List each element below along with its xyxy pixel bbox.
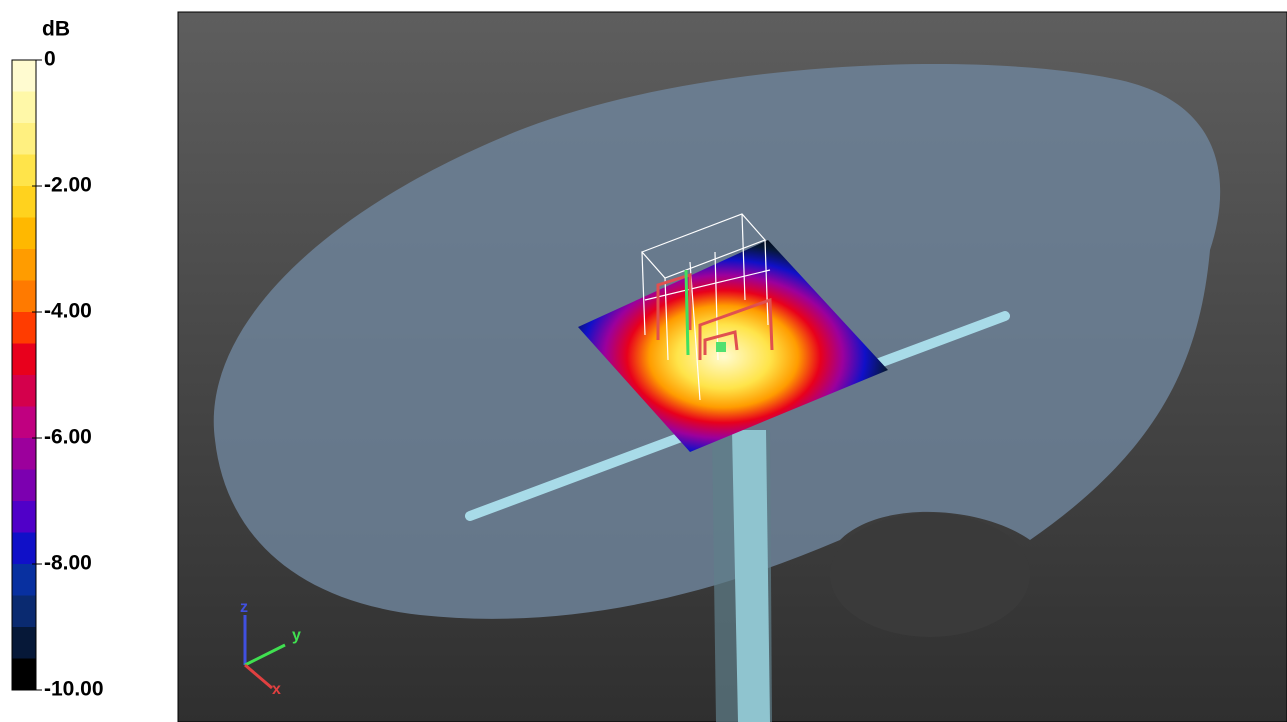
colorbar-band <box>12 627 36 659</box>
colorbar-band <box>12 532 36 565</box>
colorbar-band <box>12 186 36 218</box>
colorbar-band <box>12 658 36 691</box>
colorbar-band <box>12 123 36 155</box>
colorbar-band <box>12 406 36 439</box>
colorbar-band <box>12 60 36 92</box>
viewport: z y x <box>177 11 1287 722</box>
sar-plane <box>578 240 888 452</box>
feed <box>684 269 690 356</box>
colorbar-band <box>12 343 36 376</box>
colorbar-tick-label: 0 <box>44 48 56 71</box>
colorbar-band <box>12 438 36 470</box>
colorbar-band <box>12 154 36 187</box>
colorbar: dB 0 -2.00 -4.00 -6.00 -8.00 -10.00 <box>11 18 104 701</box>
axis-x: x <box>272 681 281 698</box>
colorbar-unit: dB <box>42 18 70 41</box>
colorbar-band <box>12 312 36 344</box>
colorbar-band <box>12 469 36 502</box>
axis-z: z <box>240 599 248 616</box>
pole <box>732 430 770 722</box>
colorbar-band <box>12 249 36 281</box>
colorbar-tick-label: -6.00 <box>44 426 92 449</box>
device-wireframe <box>640 213 771 401</box>
feed-point <box>716 342 726 352</box>
axis-y: y <box>292 627 301 644</box>
colorbar-band <box>12 501 36 533</box>
colorbar-tick-label: -4.00 <box>44 300 92 323</box>
colorbar-frame <box>11 59 37 691</box>
colorbar-tick-label: -10.00 <box>44 678 104 701</box>
colorbar-band <box>12 280 36 313</box>
colorbar-tick-label: -2.00 <box>44 174 92 197</box>
colorbar-band <box>12 564 36 596</box>
colorbar-band <box>12 91 36 124</box>
phantom-hole <box>830 513 1030 637</box>
axis-triad: z y x <box>240 599 301 698</box>
colorbar-band <box>12 375 36 407</box>
colorbar-tick-label: -8.00 <box>44 552 92 575</box>
colorbar-band <box>12 217 36 250</box>
device-parts <box>656 272 774 360</box>
colorbar-band <box>12 595 36 628</box>
